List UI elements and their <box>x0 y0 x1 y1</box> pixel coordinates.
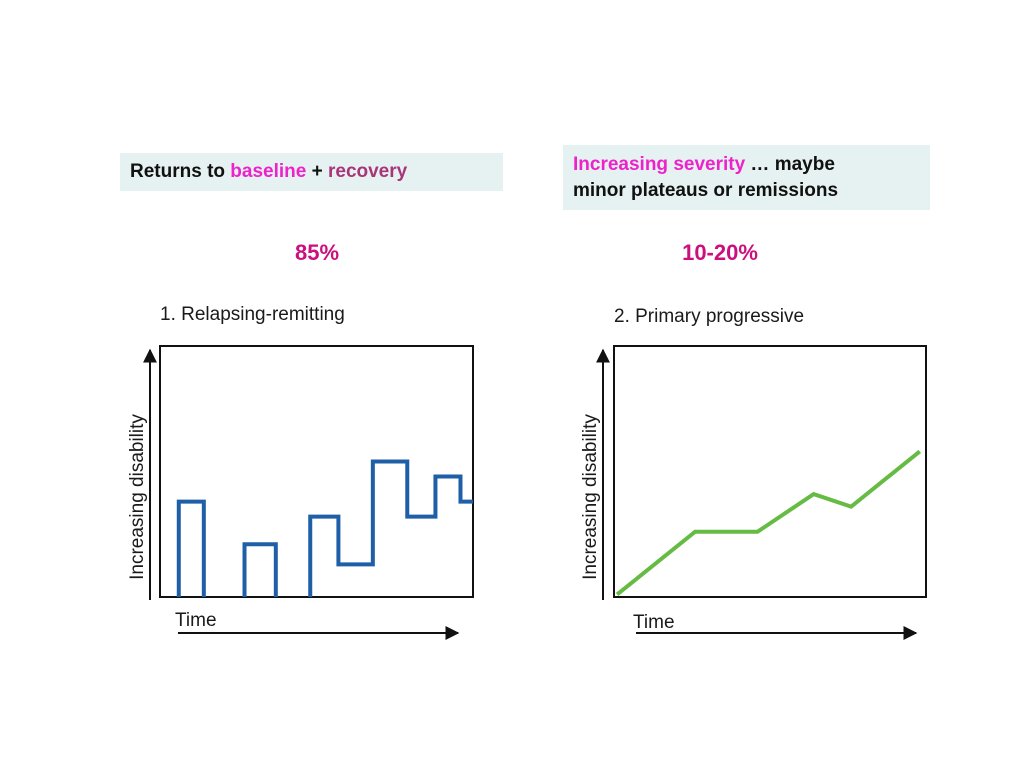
relapsing-plot-frame <box>159 345 474 598</box>
callout-plateaus: minor plateaus or remissions <box>573 180 839 201</box>
callout-recovery: recovery <box>327 161 408 182</box>
callout-prefix: Returns to <box>130 161 231 182</box>
progressive-plot-frame <box>613 345 927 598</box>
relapsing-series-line-3 <box>308 459 473 597</box>
increasing-severity-callout: Increasing severity … maybe minor platea… <box>563 145 930 210</box>
relapsing-chart-title: 1. Relapsing-remitting <box>160 304 345 325</box>
progressive-percentage: 10-20% <box>682 240 758 265</box>
progressive-x-axis-label: Time <box>633 612 675 633</box>
relapsing-y-axis-label: Increasing disability <box>127 414 148 580</box>
relapsing-percentage: 85% <box>294 240 340 265</box>
callout-increasing-severity: Increasing severity <box>573 154 746 175</box>
baseline-recovery-callout: Returns to baseline + recovery <box>120 153 503 191</box>
callout-maybe: … maybe <box>745 154 835 175</box>
progressive-y-axis-label: Increasing disability <box>580 414 601 580</box>
relapsing-series-line-2 <box>242 542 278 597</box>
callout-baseline: baseline <box>230 161 307 182</box>
relapsing-x-axis-label: Time <box>175 610 217 631</box>
relapsing-series-line-1 <box>176 499 206 597</box>
callout-joiner: + <box>306 161 328 182</box>
progressive-chart-title: 2. Primary progressive <box>614 306 804 327</box>
progressive-series-line-1 <box>615 449 922 597</box>
